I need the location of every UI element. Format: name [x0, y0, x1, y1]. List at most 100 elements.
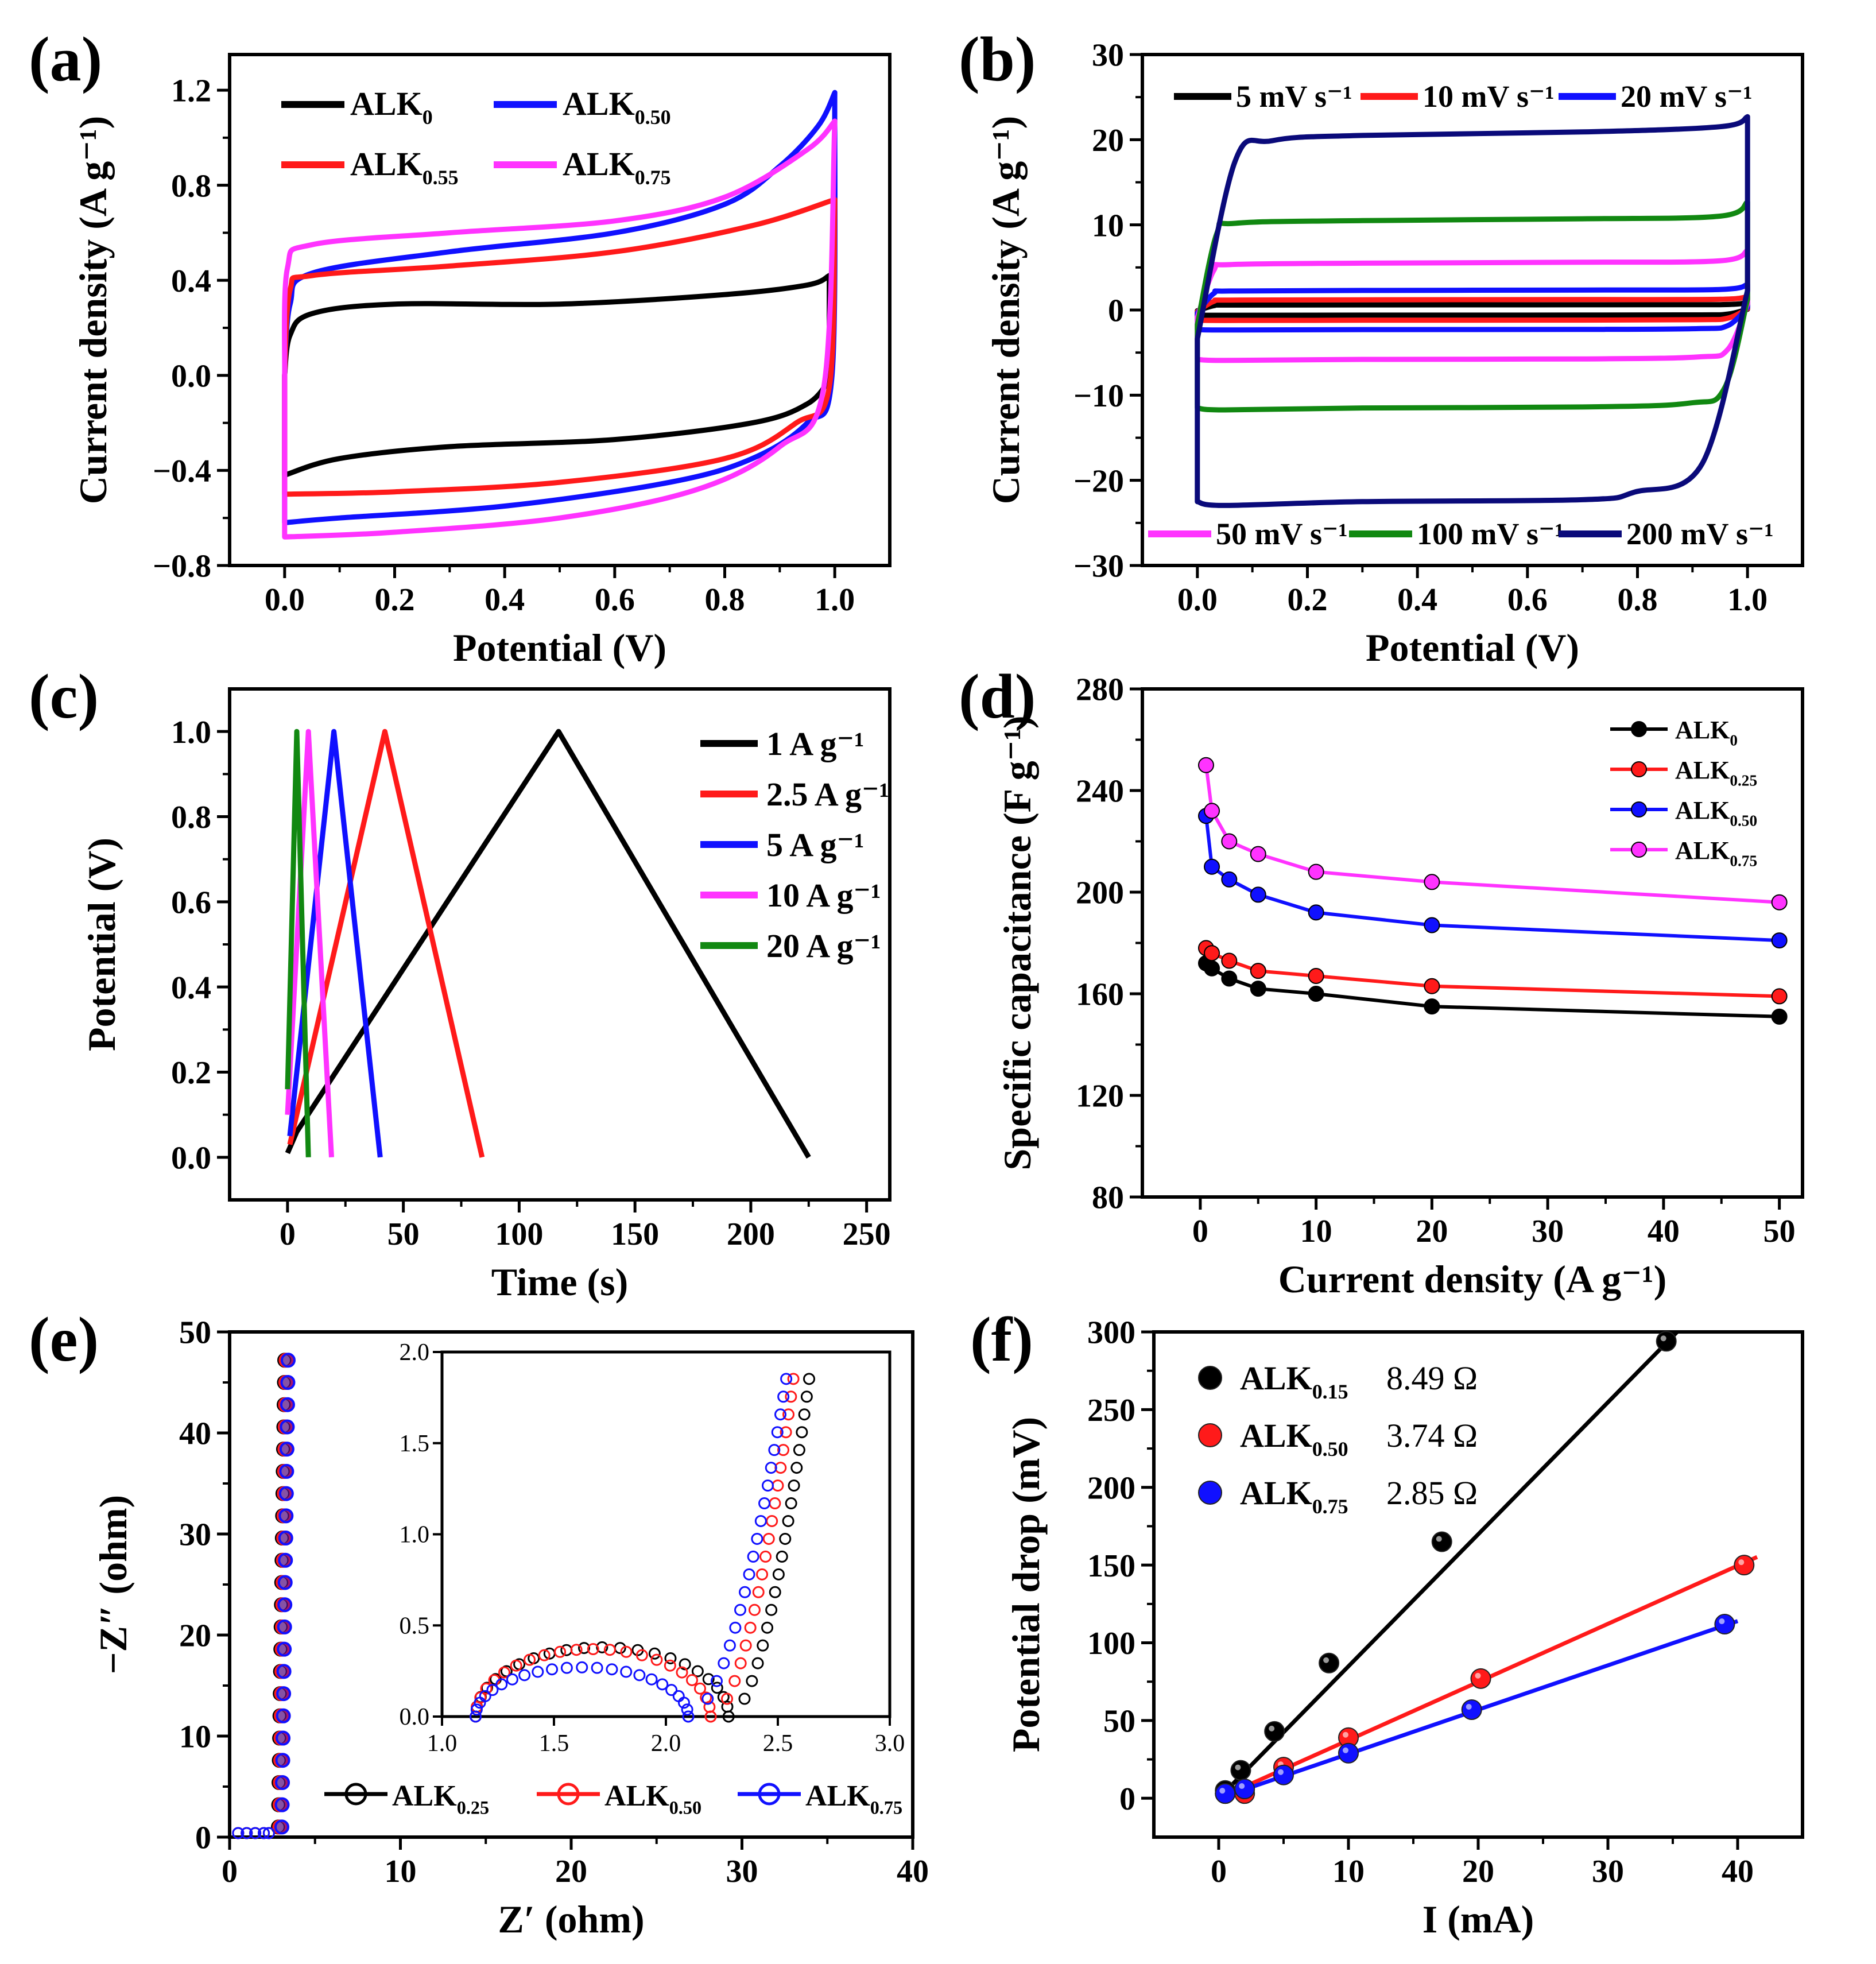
inset-point — [685, 1674, 698, 1686]
cv-curve-5-mV-s-1 — [1195, 300, 1750, 318]
panel-f-frame — [1152, 1330, 1804, 1839]
inset-point — [751, 1532, 763, 1545]
legend-marker — [344, 1783, 367, 1806]
inset-axes: 1.0 1.5 2.0 2.5 3.0 0.0 0.5 1.0 1.5 2.0 — [400, 1339, 905, 1757]
inset-point — [676, 1666, 688, 1679]
inset-point — [591, 1661, 603, 1674]
panel-f-panel-label: (f) — [970, 1304, 1033, 1374]
panel-b-xtick-label: 0.2 — [1288, 582, 1328, 618]
panel-f-ytick-label: 0 — [1119, 1781, 1135, 1817]
legend-label: 2.5 A g⁻¹ — [766, 776, 889, 813]
sc-point — [1771, 1008, 1788, 1025]
inset-point — [596, 1641, 608, 1653]
nyquist-point — [277, 1641, 292, 1657]
legend-label: 20 A g⁻¹ — [766, 927, 881, 964]
inset-point — [777, 1390, 790, 1403]
inset-point — [665, 1684, 678, 1696]
inset-point — [739, 1639, 752, 1652]
inset-point — [656, 1678, 669, 1691]
panel-a-xtick-label: 0.8 — [705, 582, 745, 618]
panel-f-xtick-label: 30 — [1592, 1854, 1624, 1889]
inset-xtick-label: 1.5 — [539, 1730, 569, 1757]
panel-c-ytick-label: 1.0 — [171, 715, 211, 750]
panel-e-ytick-label: 40 — [179, 1416, 211, 1452]
ir-point-highlight — [1343, 1731, 1348, 1738]
inset-point — [769, 1586, 781, 1598]
nyquist-point — [277, 1597, 293, 1613]
inset-point — [546, 1663, 559, 1676]
panel-e-ytick-label: 10 — [179, 1719, 211, 1755]
nyquist-point — [262, 1827, 275, 1839]
ir-point-highlight — [1475, 1672, 1481, 1679]
inset-point — [782, 1514, 794, 1527]
panel-e-xtick-label: 0 — [222, 1854, 238, 1889]
inset-point — [762, 1532, 775, 1545]
inset-point — [722, 1710, 735, 1723]
panel-b-xtick-label: 0.6 — [1507, 582, 1548, 618]
panel-d-xtick-label: 40 — [1648, 1214, 1680, 1249]
legend-marker — [1631, 761, 1647, 777]
panel-b-xtick-label: 0.4 — [1397, 582, 1437, 618]
nyquist-point — [276, 1664, 292, 1679]
ir-point-highlight — [1466, 1703, 1472, 1710]
sc-line-ALK0 — [1205, 962, 1780, 1018]
inset-point — [793, 1444, 805, 1456]
inset-point — [800, 1390, 813, 1403]
nyquist-point — [280, 1353, 296, 1368]
panel-f-ylabel: Potential drop (mV) — [1004, 1417, 1048, 1752]
sc-point — [1771, 932, 1788, 949]
nyquist-point — [280, 1375, 296, 1390]
nyquist-point — [276, 1708, 291, 1723]
ir-point-highlight — [1278, 1769, 1284, 1775]
panel-b-ytick-label: −10 — [1073, 378, 1124, 414]
legend-label: ALK0.75 — [805, 1780, 902, 1818]
sc-line-ALK0.25 — [1205, 947, 1780, 998]
nyquist-point — [278, 1552, 293, 1568]
inset-point — [768, 1444, 781, 1456]
sc-point — [1771, 894, 1788, 911]
legend-label: 10 A g⁻¹ — [766, 877, 881, 914]
panel-d-xtick-label: 50 — [1763, 1214, 1796, 1249]
panel-c-xlabel: Time (s) — [491, 1260, 629, 1304]
ir-point — [1656, 1331, 1677, 1352]
legend-label: 10 mV s⁻¹ — [1422, 79, 1555, 114]
legend-label: 5 mV s⁻¹ — [1236, 79, 1352, 114]
inset-point — [798, 1408, 811, 1421]
nyquist-point — [275, 1775, 290, 1790]
panel-f-ytick-label: 300 — [1087, 1315, 1135, 1351]
inset-point — [761, 1621, 774, 1634]
ir-point — [1319, 1652, 1340, 1674]
panel-a-ytick-label: 0.4 — [171, 264, 211, 299]
legend-marker — [1631, 842, 1647, 858]
legend-marker — [1198, 1366, 1222, 1390]
inset-point — [728, 1675, 741, 1687]
sc-point — [1250, 963, 1266, 979]
legend-label: 50 mV s⁻¹ — [1216, 517, 1348, 551]
inset-point — [796, 1426, 808, 1439]
inset-point — [524, 1653, 536, 1666]
inset-point — [664, 1659, 676, 1672]
inset-point — [734, 1603, 747, 1616]
panel-b-panel-label: (b) — [959, 24, 1036, 94]
panel-c-xtick-label: 0 — [280, 1217, 296, 1252]
panel-f-xtick-label: 0 — [1211, 1854, 1227, 1889]
ir-point-highlight — [1235, 1764, 1241, 1771]
inset-point — [765, 1462, 777, 1474]
inset-point — [746, 1675, 758, 1687]
inset-xtick-label: 2.0 — [651, 1730, 681, 1757]
inset-point — [679, 1658, 691, 1671]
sc-point — [1221, 871, 1238, 888]
inset-point — [606, 1663, 618, 1676]
panel-c-ylabel: Potential (V) — [80, 838, 123, 1051]
panel-b-xlabel: Potential (V) — [1366, 626, 1579, 669]
ir-point — [1734, 1555, 1755, 1576]
inset-point — [620, 1645, 633, 1658]
inset-point — [782, 1408, 795, 1421]
inset-point — [787, 1373, 800, 1385]
ir-point-highlight — [1436, 1536, 1442, 1542]
inset-point — [771, 1426, 784, 1439]
panel-c-xtick-label: 150 — [611, 1217, 659, 1252]
legend-label: ALK0.15 — [1240, 1359, 1348, 1403]
sc-point — [1221, 970, 1238, 987]
